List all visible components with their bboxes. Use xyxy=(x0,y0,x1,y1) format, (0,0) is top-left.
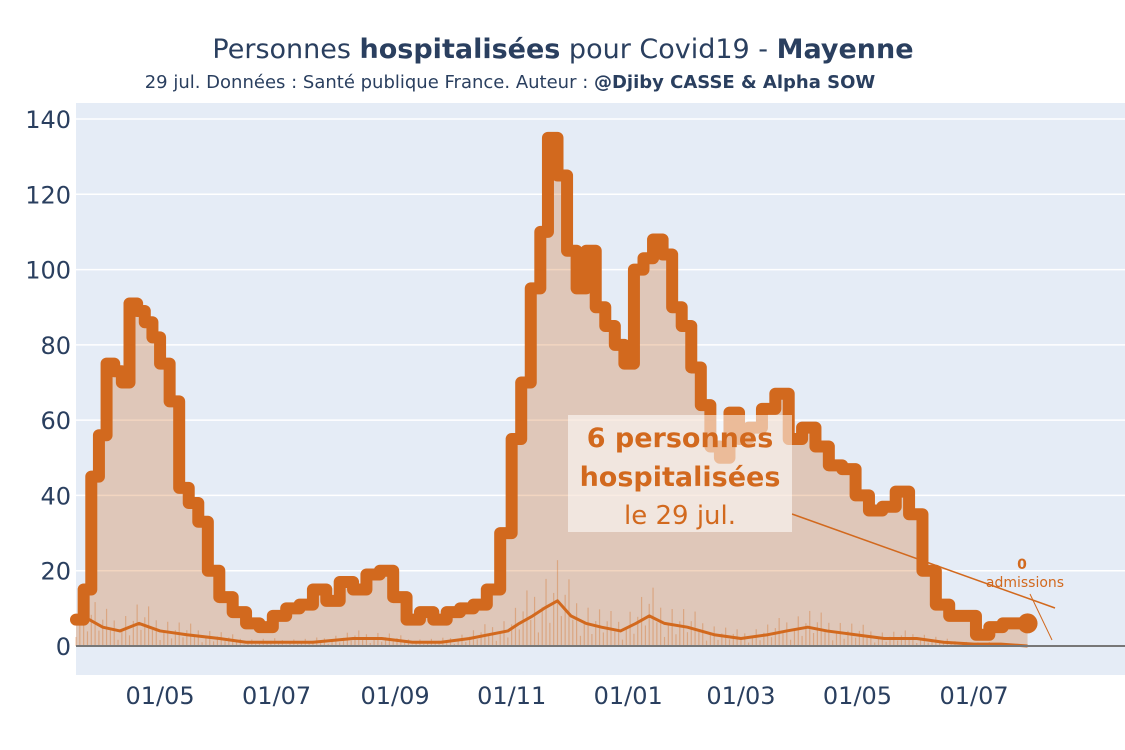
y-tick-label: 60 xyxy=(40,407,71,435)
x-tick-label: 01/09 xyxy=(361,682,430,710)
x-tick-label: 01/05 xyxy=(823,682,892,710)
y-tick-label: 0 xyxy=(56,633,71,661)
y-tick-label: 140 xyxy=(25,106,71,134)
admissions-line xyxy=(75,599,1028,648)
hospitalized-line xyxy=(70,131,1034,641)
x-tick-label: 01/07 xyxy=(939,682,1008,710)
x-axis-ticks: 01/05 01/07 01/09 01/11 01/01 01/03 01/05 01/07 xyxy=(125,682,1008,710)
y-tick-label: 120 xyxy=(25,181,71,209)
y-tick-label: 40 xyxy=(40,482,71,510)
annotation-line-1: 6 personnes xyxy=(587,423,774,454)
x-tick-label: 01/03 xyxy=(706,682,775,710)
x-tick-label: 01/01 xyxy=(594,682,663,710)
y-tick-label: 20 xyxy=(40,558,71,586)
chart-subtitle: 29 jul. Données : Santé publique France.… xyxy=(145,72,876,93)
annotation-line-2: hospitalisées xyxy=(580,462,781,493)
x-tick-label: 01/11 xyxy=(477,682,546,710)
admissions-label: admissions xyxy=(986,575,1064,591)
x-tick-label: 01/07 xyxy=(242,682,311,710)
admissions-arrow xyxy=(1029,593,1053,641)
y-tick-label: 80 xyxy=(40,332,71,360)
admissions-value: 0 xyxy=(1017,557,1027,573)
annotation-arrow xyxy=(791,513,1056,609)
plot-area xyxy=(76,103,1125,675)
y-axis-ticks: 0 20 40 60 80 100 120 140 xyxy=(25,106,71,661)
last-value-marker xyxy=(1017,613,1038,634)
x-tick-label: 01/05 xyxy=(125,682,194,710)
y-tick-label: 100 xyxy=(25,257,71,285)
chart-title: Personnes hospitalisées pour Covid19 - M… xyxy=(212,34,913,65)
annotation-line-3: le 29 jul. xyxy=(624,501,736,531)
annotation-box xyxy=(568,415,792,532)
